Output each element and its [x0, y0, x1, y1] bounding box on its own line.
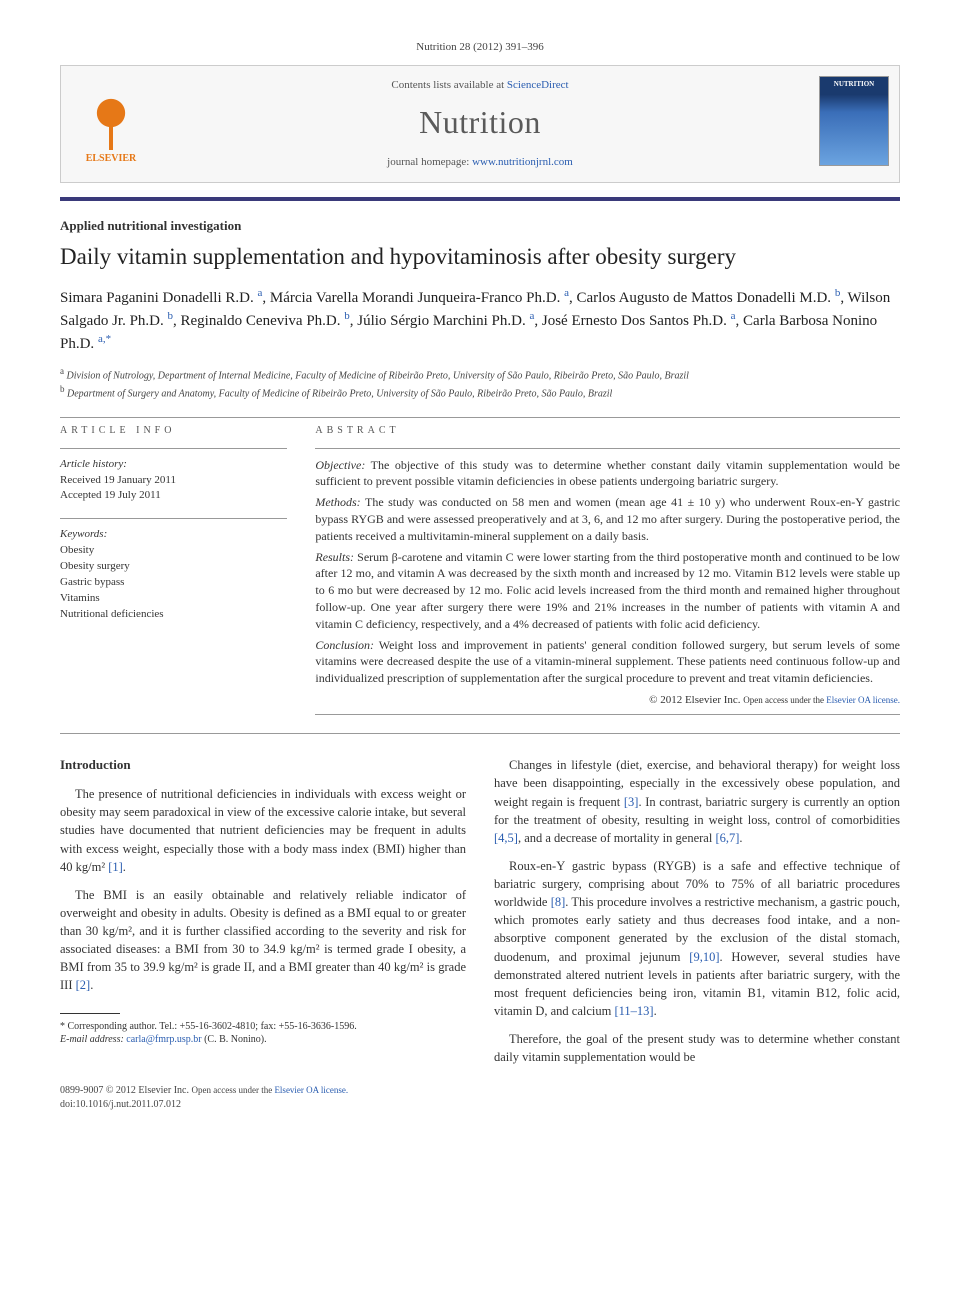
results-label: Results: [315, 550, 354, 564]
footnote-separator [60, 1013, 120, 1014]
intro-heading: Introduction [60, 756, 466, 775]
keyword: Obesity [60, 543, 287, 559]
conclusion-label: Conclusion: [315, 638, 374, 652]
affiliation-b: b Department of Surgery and Anatomy, Fac… [60, 383, 900, 401]
objective-text: The objective of this study was to deter… [315, 458, 900, 489]
copyright: © 2012 Elsevier Inc. Open access under t… [315, 693, 900, 708]
citation-ref[interactable]: [8] [551, 895, 566, 909]
citation-ref[interactable]: [9,10] [689, 950, 719, 964]
citation-ref[interactable]: [1] [108, 860, 123, 874]
publisher-name: ELSEVIER [86, 152, 137, 166]
journal-name: Nutrition [171, 100, 789, 145]
elsevier-tree-icon [86, 92, 136, 152]
affiliation-a: a Division of Nutrology, Department of I… [60, 365, 900, 383]
article-info: ARTICLE INFO Article history: Received 1… [60, 424, 287, 716]
citation-ref[interactable]: [6,7] [715, 831, 739, 845]
accepted-date: Accepted 19 July 2011 [60, 488, 287, 504]
contents-prefix: Contents lists available at [391, 79, 506, 91]
info-heading: ARTICLE INFO [60, 424, 287, 438]
citation-ref[interactable]: [4,5] [494, 831, 518, 845]
corresponding-footnote: * Corresponding author. Tel.: +55-16-360… [60, 1020, 466, 1047]
masthead: ELSEVIER NUTRITION Contents lists availa… [60, 65, 900, 183]
citation-ref[interactable]: [11–13] [614, 1004, 653, 1018]
article-title: Daily vitamin supplementation and hypovi… [60, 243, 900, 272]
keyword: Vitamins [60, 591, 287, 607]
article-type: Applied nutritional investigation [60, 217, 900, 235]
history-header: Article history: [60, 457, 287, 473]
affiliations: a Division of Nutrology, Department of I… [60, 365, 900, 401]
keyword: Obesity surgery [60, 559, 287, 575]
homepage-link[interactable]: www.nutritionjrnl.com [472, 156, 573, 168]
oa-license-link[interactable]: Elsevier OA license. [274, 1085, 348, 1095]
contents-line: Contents lists available at ScienceDirec… [171, 78, 789, 93]
email-link[interactable]: carla@fmrp.usp.br [126, 1034, 201, 1045]
rule-bar [60, 197, 900, 201]
divider [60, 733, 900, 734]
results-text: Serum β-carotene and vitamin C were lowe… [315, 550, 900, 631]
authors: Simara Paganini Donadelli R.D. a, Márcia… [60, 286, 900, 355]
citation-ref[interactable]: [2] [76, 978, 91, 992]
journal-cover-thumb: NUTRITION [819, 76, 889, 166]
keywords-header: Keywords: [60, 527, 287, 543]
sciencedirect-link[interactable]: ScienceDirect [507, 79, 569, 91]
received-date: Received 19 January 2011 [60, 473, 287, 489]
doi: doi:10.1016/j.nut.2011.07.012 [60, 1099, 181, 1110]
methods-text: The study was conducted on 58 men and wo… [315, 495, 900, 543]
citation-ref[interactable]: [3] [624, 795, 639, 809]
methods-label: Methods: [315, 495, 360, 509]
body-text: Introduction The presence of nutritional… [60, 756, 900, 1066]
keyword: Nutritional deficiencies [60, 607, 287, 623]
oa-license-link[interactable]: Elsevier OA license. [826, 695, 900, 705]
homepage-prefix: journal homepage: [387, 156, 472, 168]
homepage-line: journal homepage: www.nutritionjrnl.com [171, 155, 789, 170]
keyword: Gastric bypass [60, 575, 287, 591]
divider [60, 417, 900, 418]
header-citation: Nutrition 28 (2012) 391–396 [60, 40, 900, 55]
conclusion-text: Weight loss and improvement in patients'… [315, 638, 900, 686]
footer: 0899-9007 © 2012 Elsevier Inc. Open acce… [60, 1084, 900, 1111]
cover-label: NUTRITION [834, 80, 874, 88]
publisher-logo: ELSEVIER [71, 76, 151, 166]
keywords: Keywords: Obesity Obesity surgery Gastri… [60, 527, 287, 623]
abstract: ABSTRACT Objective: The objective of thi… [315, 424, 900, 716]
article-history: Article history: Received 19 January 201… [60, 457, 287, 505]
objective-label: Objective: [315, 458, 365, 472]
abstract-heading: ABSTRACT [315, 424, 900, 438]
